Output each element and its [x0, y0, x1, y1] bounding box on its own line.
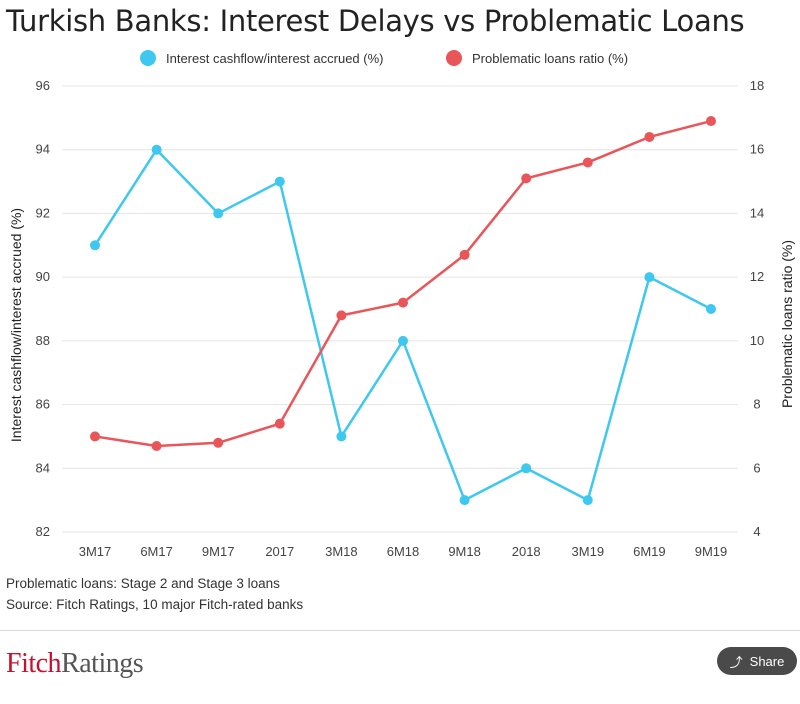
data-point-loans [151, 440, 162, 451]
right-tick-label: 6 [753, 460, 760, 475]
data-point-interest [706, 304, 716, 314]
data-point-loans [90, 431, 100, 442]
chart-title: Turkish Banks: Interest Delays vs Proble… [6, 4, 745, 38]
x-tick-label: 2017 [265, 544, 294, 559]
logo-ratings: Ratings [61, 648, 144, 679]
note-definition: Problematic loans: Stage 2 and Stage 3 l… [6, 576, 280, 591]
right-tick-label: 14 [750, 205, 764, 220]
y-axis-title-left: Interest cashflow/interest accrued (%) [8, 208, 24, 442]
left-tick-label: 86 [36, 397, 50, 412]
y-axis-title-right: Problematic loans ratio (%) [779, 240, 795, 408]
legend-swatch-interest [140, 50, 156, 66]
data-point-loans [644, 131, 655, 142]
right-tick-label: 18 [750, 78, 764, 93]
x-tick-label: 6M18 [387, 544, 420, 559]
left-tick-label: 84 [36, 460, 50, 475]
left-tick-label: 90 [36, 269, 50, 284]
x-tick-label: 3M18 [325, 544, 358, 559]
left-tick-label: 92 [36, 205, 50, 220]
data-point-loans [582, 157, 593, 168]
legend-swatch-loans [446, 50, 462, 66]
x-tick-label: 9M19 [695, 544, 728, 559]
left-tick-label: 94 [36, 142, 50, 157]
right-tick-label: 16 [750, 142, 764, 157]
x-tick-label: 6M17 [140, 544, 173, 559]
x-tick-label: 9M17 [202, 544, 235, 559]
right-tick-label: 10 [750, 333, 764, 348]
x-tick-label: 2018 [512, 544, 541, 559]
right-tick-label: 8 [753, 397, 760, 412]
share-icon: ⤴ [729, 654, 743, 670]
x-tick-label: 9M18 [448, 544, 481, 559]
left-tick-label: 96 [36, 78, 50, 93]
data-point-interest [336, 431, 347, 442]
left-tick-label: 82 [36, 524, 50, 539]
x-tick-label: 6M19 [633, 544, 666, 559]
right-tick-label: 4 [753, 524, 760, 539]
series-line-interest [93, 148, 712, 502]
footer-divider [0, 630, 800, 631]
legend: Interest cashflow/interest accrued (%) P… [0, 48, 800, 72]
x-tick-label: 3M19 [572, 544, 605, 559]
data-point-loans [398, 297, 408, 308]
data-point-loans [336, 310, 347, 321]
legend-label-interest: Interest cashflow/interest accrued (%) [166, 50, 384, 66]
share-button[interactable]: ⤴ Share [717, 647, 797, 675]
data-point-interest [90, 240, 100, 251]
data-point-loans [274, 418, 285, 429]
fitch-ratings-logo: FitchRatings [6, 648, 144, 680]
data-point-loans [213, 437, 224, 448]
legend-label-loans: Problematic loans ratio (%) [472, 50, 629, 66]
left-tick-label: 88 [36, 333, 50, 348]
note-source: Source: Fitch Ratings, 10 major Fitch-ra… [6, 597, 304, 612]
data-point-loans [521, 173, 532, 184]
line-chart: 82 84 86 88 90 92 94 96 4 6 8 10 12 14 16 18 3M17 6M17 9M1… [8, 78, 795, 559]
legend-item-interest[interactable]: Interest cashflow/interest accrued (%) [140, 50, 383, 66]
data-point-interest [151, 144, 162, 155]
data-point-interest [582, 495, 593, 506]
logo-fitch: Fitch [6, 648, 62, 679]
data-point-loans [706, 116, 716, 127]
data-point-interest [398, 335, 408, 346]
share-label: Share [749, 653, 785, 669]
chart-notes: Problematic loans: Stage 2 and Stage 3 l… [6, 573, 303, 615]
data-point-interest [274, 176, 285, 187]
right-tick-label: 12 [750, 269, 764, 284]
legend-item-loans[interactable]: Problematic loans ratio (%) [446, 50, 628, 66]
data-point-interest [521, 463, 532, 474]
data-point-loans [459, 249, 470, 260]
data-point-interest [213, 208, 224, 219]
x-tick-label: 3M17 [79, 544, 112, 559]
data-point-interest [459, 495, 470, 506]
series-line-loans [94, 119, 712, 448]
data-point-interest [644, 272, 655, 283]
